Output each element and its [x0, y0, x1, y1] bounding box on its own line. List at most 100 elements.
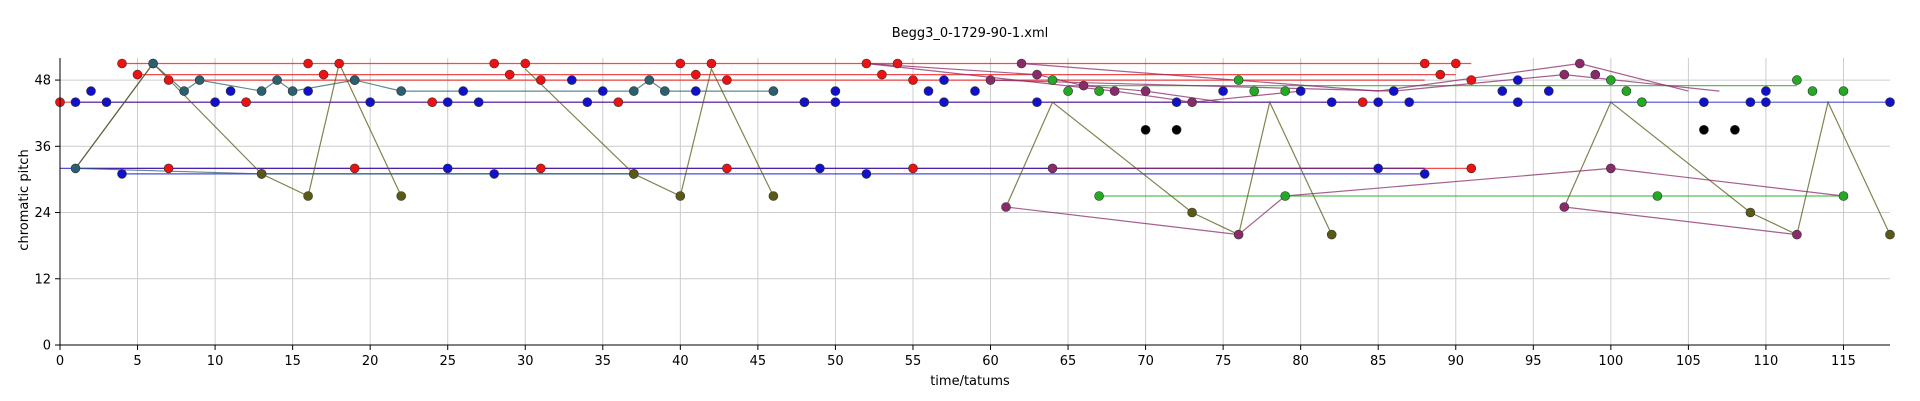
data-point — [1621, 86, 1632, 96]
x-tick-label: 80 — [1292, 354, 1309, 369]
data-point — [1280, 86, 1290, 96]
data-point — [892, 58, 903, 69]
data-point — [1590, 69, 1601, 80]
data-point — [1373, 163, 1383, 174]
data-point — [473, 97, 484, 107]
data-point — [1233, 75, 1244, 85]
data-point — [1559, 202, 1570, 212]
data-point — [117, 58, 127, 69]
y-tick-label: 0 — [43, 339, 51, 354]
data-point — [861, 58, 872, 69]
data-point — [1326, 229, 1337, 240]
data-point — [970, 86, 980, 96]
x-tick-label: 85 — [1370, 354, 1387, 369]
data-point — [334, 58, 345, 69]
data-point — [272, 75, 282, 85]
data-point — [535, 163, 546, 174]
data-point — [830, 97, 841, 107]
x-tick-label: 10 — [207, 354, 224, 369]
data-point — [923, 86, 934, 96]
data-point — [148, 58, 158, 69]
data-point — [939, 75, 949, 85]
data-point — [287, 86, 298, 96]
data-point — [861, 169, 872, 179]
data-point — [86, 86, 96, 96]
data-point — [1218, 86, 1228, 96]
data-point — [1885, 97, 1895, 107]
data-point — [1435, 69, 1446, 80]
data-point — [1001, 202, 1011, 212]
data-point — [1792, 229, 1802, 240]
data-point — [706, 58, 717, 69]
data-point — [520, 58, 531, 69]
data-point — [985, 75, 996, 85]
data-point — [489, 58, 500, 69]
y-tick-label: 36 — [34, 140, 51, 155]
data-point — [690, 69, 701, 80]
data-point — [1792, 75, 1802, 85]
data-point — [939, 97, 949, 107]
x-tick-label: 25 — [439, 354, 456, 369]
x-tick-label: 100 — [1598, 354, 1623, 369]
data-point — [70, 97, 81, 107]
data-point — [768, 86, 779, 96]
data-point — [1233, 229, 1244, 240]
data-point — [349, 163, 360, 174]
data-point — [1559, 69, 1570, 80]
data-point — [908, 75, 918, 85]
data-point — [442, 97, 453, 107]
data-point — [241, 97, 251, 107]
data-point — [1730, 125, 1740, 135]
data-point — [1575, 58, 1585, 69]
x-tick-label: 95 — [1525, 354, 1542, 369]
data-point — [799, 97, 810, 107]
data-point — [117, 169, 127, 179]
data-point — [1171, 125, 1182, 135]
data-point — [1807, 86, 1818, 96]
data-point — [908, 163, 918, 174]
x-tick-label: 55 — [905, 354, 922, 369]
data-point — [1466, 75, 1477, 85]
data-point — [179, 86, 189, 96]
data-point — [675, 191, 686, 201]
data-point — [1280, 191, 1290, 201]
data-point — [1094, 191, 1104, 201]
series-line — [1285, 167, 1844, 197]
data-point — [1885, 229, 1895, 240]
data-point — [1745, 207, 1756, 218]
series-line — [75, 61, 402, 197]
y-axis-label: chromatic pitch — [17, 149, 32, 250]
data-point — [1187, 207, 1197, 218]
grid-lines — [59, 58, 1890, 346]
data-point — [1326, 97, 1337, 107]
data-point — [1513, 75, 1523, 85]
x-tick-label: 0 — [56, 354, 64, 369]
data-point — [1047, 75, 1058, 85]
data-point — [1063, 86, 1073, 96]
series-line — [1005, 100, 1333, 236]
x-tick-label: 5 — [133, 354, 141, 369]
data-point — [458, 86, 469, 96]
y-tick-label: 48 — [34, 74, 51, 89]
data-point — [1497, 86, 1508, 96]
data-point — [815, 163, 825, 174]
x-tick-label: 35 — [595, 354, 612, 369]
data-point — [644, 75, 655, 85]
data-point — [1745, 97, 1756, 107]
x-tick-label: 20 — [362, 354, 379, 369]
data-point — [1357, 97, 1368, 107]
data-point — [722, 163, 732, 174]
data-point — [597, 86, 608, 96]
data-point — [365, 97, 376, 107]
data-point — [1187, 97, 1197, 107]
data-point — [427, 97, 438, 107]
x-tick-label: 60 — [982, 354, 999, 369]
x-tick-label: 45 — [750, 354, 767, 369]
data-point — [132, 69, 143, 80]
data-point — [303, 191, 313, 201]
data-point — [1404, 97, 1414, 107]
data-point — [349, 75, 360, 85]
data-point — [768, 191, 779, 201]
x-tick-label: 70 — [1137, 354, 1154, 369]
